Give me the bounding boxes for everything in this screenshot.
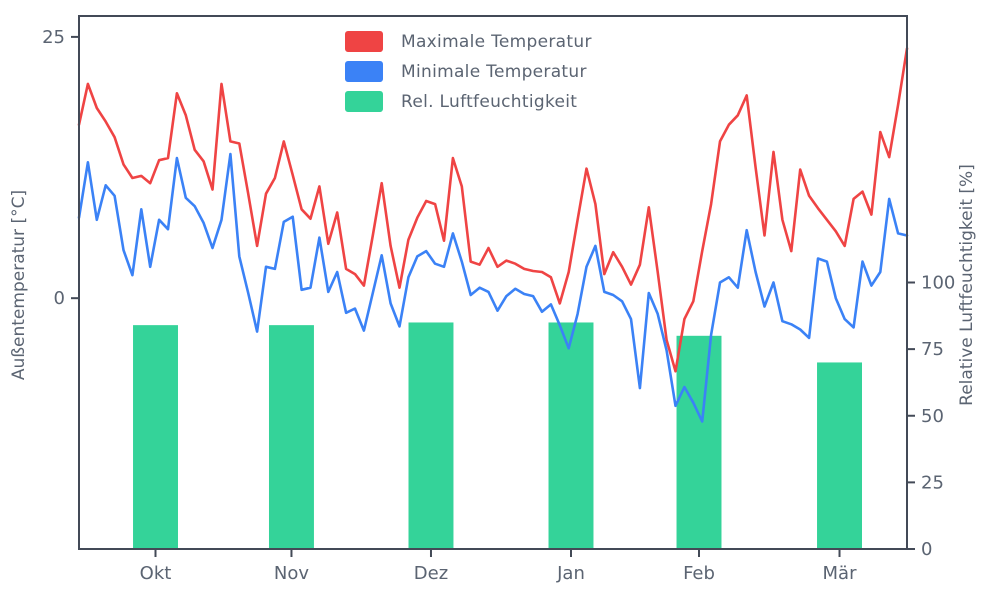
legend-entry-max-temp: Maximale Temperatur (345, 31, 592, 52)
month-tick-label: Jan (556, 563, 585, 584)
right-tick-label: 100 (921, 273, 955, 294)
max-temp-swatch (345, 31, 383, 52)
chart-legend: Maximale Temperatur Minimale Temperatur … (345, 31, 592, 112)
legend-label-max-temp: Maximale Temperatur (401, 31, 592, 52)
month-tick-label: Dez (414, 563, 448, 584)
right-tick-label: 25 (921, 472, 944, 493)
month-tick-label: Mär (823, 563, 858, 584)
humidity-bar (408, 322, 454, 549)
month-tick-label: Okt (140, 563, 172, 584)
right-axis-title: Relative Luftfeuchtigkeit [%] (957, 164, 977, 406)
humidity-bar (133, 325, 178, 549)
right-tick-label: 0 (921, 539, 932, 560)
legend-label-humidity: Rel. Luftfeuchtigkeit (401, 91, 578, 112)
left-tick-label: 0 (54, 288, 65, 309)
humidity-bar (268, 325, 314, 549)
humidity-bar (817, 362, 862, 549)
legend-label-min-temp: Minimale Temperatur (401, 61, 587, 82)
humidity-swatch (345, 91, 383, 112)
min-temp-line (77, 152, 909, 423)
left-tick-label: 25 (42, 27, 65, 48)
right-tick-label: 75 (921, 339, 944, 360)
humidity-bar (548, 322, 594, 549)
right-tick-label: 50 (921, 406, 944, 427)
left-axis-title: Außentemperatur [°C] (9, 190, 29, 380)
month-tick-label: Nov (274, 563, 309, 584)
month-tick-label: Feb (683, 563, 715, 584)
humidity-bar (676, 335, 722, 549)
min-temp-swatch (345, 61, 383, 82)
max-temp-line (77, 47, 909, 373)
legend-entry-humidity: Rel. Luftfeuchtigkeit (345, 91, 592, 112)
legend-entry-min-temp: Minimale Temperatur (345, 61, 592, 82)
